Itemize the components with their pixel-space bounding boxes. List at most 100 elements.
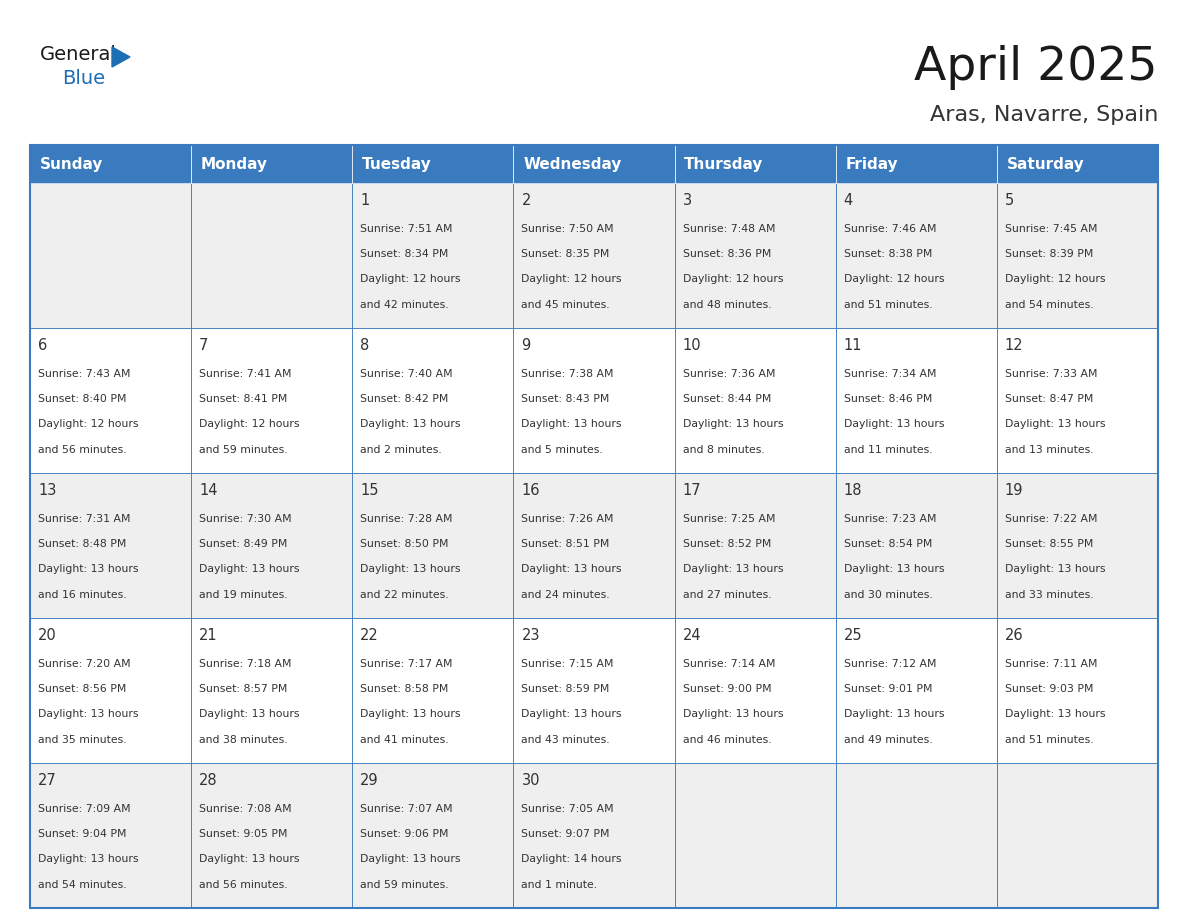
Text: Daylight: 13 hours: Daylight: 13 hours xyxy=(200,710,299,720)
Text: and 49 minutes.: and 49 minutes. xyxy=(843,734,933,744)
Text: and 27 minutes.: and 27 minutes. xyxy=(683,589,771,599)
Text: Sunrise: 7:30 AM: Sunrise: 7:30 AM xyxy=(200,513,292,523)
Text: and 51 minutes.: and 51 minutes. xyxy=(1005,734,1093,744)
Text: 13: 13 xyxy=(38,483,57,498)
Text: Blue: Blue xyxy=(62,69,105,88)
Text: Sunset: 8:54 PM: Sunset: 8:54 PM xyxy=(843,539,933,549)
Text: Sunrise: 7:38 AM: Sunrise: 7:38 AM xyxy=(522,369,614,378)
Text: and 59 minutes.: and 59 minutes. xyxy=(360,879,449,890)
Text: Daylight: 13 hours: Daylight: 13 hours xyxy=(360,710,461,720)
Text: Sunrise: 7:31 AM: Sunrise: 7:31 AM xyxy=(38,513,131,523)
Text: 18: 18 xyxy=(843,483,862,498)
Text: Daylight: 13 hours: Daylight: 13 hours xyxy=(360,565,461,575)
Text: Sunset: 8:41 PM: Sunset: 8:41 PM xyxy=(200,394,287,404)
Text: Sunrise: 7:05 AM: Sunrise: 7:05 AM xyxy=(522,803,614,813)
Bar xyxy=(513,328,675,473)
Bar xyxy=(30,473,191,618)
Text: Daylight: 12 hours: Daylight: 12 hours xyxy=(200,420,299,430)
Text: Daylight: 12 hours: Daylight: 12 hours xyxy=(522,274,623,285)
Text: and 33 minutes.: and 33 minutes. xyxy=(1005,589,1093,599)
Text: 22: 22 xyxy=(360,628,379,644)
Text: Sunset: 8:48 PM: Sunset: 8:48 PM xyxy=(38,539,126,549)
Text: Sunrise: 7:11 AM: Sunrise: 7:11 AM xyxy=(1005,658,1098,668)
Text: 20: 20 xyxy=(38,628,57,644)
Text: 14: 14 xyxy=(200,483,217,498)
Text: and 8 minutes.: and 8 minutes. xyxy=(683,444,764,454)
Bar xyxy=(997,618,1158,763)
Bar xyxy=(191,763,353,908)
Text: 6: 6 xyxy=(38,338,48,353)
Bar xyxy=(353,473,513,618)
Bar xyxy=(835,145,997,183)
Text: Daylight: 13 hours: Daylight: 13 hours xyxy=(522,565,623,575)
Text: and 35 minutes.: and 35 minutes. xyxy=(38,734,127,744)
Bar xyxy=(191,328,353,473)
Text: Sunrise: 7:46 AM: Sunrise: 7:46 AM xyxy=(843,224,936,233)
Text: and 1 minute.: and 1 minute. xyxy=(522,879,598,890)
Text: 1: 1 xyxy=(360,193,369,208)
Text: 10: 10 xyxy=(683,338,701,353)
Text: Sunset: 9:07 PM: Sunset: 9:07 PM xyxy=(522,829,609,839)
Text: 8: 8 xyxy=(360,338,369,353)
Text: Sunset: 8:47 PM: Sunset: 8:47 PM xyxy=(1005,394,1093,404)
Text: Sunrise: 7:33 AM: Sunrise: 7:33 AM xyxy=(1005,369,1098,378)
Text: and 13 minutes.: and 13 minutes. xyxy=(1005,444,1093,454)
Text: and 24 minutes.: and 24 minutes. xyxy=(522,589,611,599)
Text: and 54 minutes.: and 54 minutes. xyxy=(1005,299,1093,309)
Text: Sunrise: 7:45 AM: Sunrise: 7:45 AM xyxy=(1005,224,1098,233)
Text: Wednesday: Wednesday xyxy=(523,156,621,172)
Text: Sunrise: 7:08 AM: Sunrise: 7:08 AM xyxy=(200,803,292,813)
Text: Sunrise: 7:40 AM: Sunrise: 7:40 AM xyxy=(360,369,453,378)
Bar xyxy=(513,183,675,328)
Bar xyxy=(997,763,1158,908)
Bar xyxy=(675,618,835,763)
Bar xyxy=(353,763,513,908)
Text: and 41 minutes.: and 41 minutes. xyxy=(360,734,449,744)
Text: and 5 minutes.: and 5 minutes. xyxy=(522,444,604,454)
Bar xyxy=(191,145,353,183)
Text: Sunset: 8:49 PM: Sunset: 8:49 PM xyxy=(200,539,287,549)
Bar xyxy=(675,473,835,618)
Text: 5: 5 xyxy=(1005,193,1015,208)
Text: Sunset: 8:34 PM: Sunset: 8:34 PM xyxy=(360,249,449,259)
Bar xyxy=(30,328,191,473)
Text: Sunset: 8:57 PM: Sunset: 8:57 PM xyxy=(200,684,287,694)
Text: Sunset: 9:06 PM: Sunset: 9:06 PM xyxy=(360,829,449,839)
Text: 25: 25 xyxy=(843,628,862,644)
Text: Sunset: 8:58 PM: Sunset: 8:58 PM xyxy=(360,684,449,694)
Bar xyxy=(997,328,1158,473)
Text: 2: 2 xyxy=(522,193,531,208)
Text: 17: 17 xyxy=(683,483,701,498)
Text: Sunset: 9:00 PM: Sunset: 9:00 PM xyxy=(683,684,771,694)
Text: Sunset: 8:52 PM: Sunset: 8:52 PM xyxy=(683,539,771,549)
Bar xyxy=(997,183,1158,328)
Text: 26: 26 xyxy=(1005,628,1024,644)
Bar xyxy=(353,183,513,328)
Text: Sunrise: 7:36 AM: Sunrise: 7:36 AM xyxy=(683,369,775,378)
Text: Sunset: 8:42 PM: Sunset: 8:42 PM xyxy=(360,394,449,404)
Text: Sunset: 8:38 PM: Sunset: 8:38 PM xyxy=(843,249,933,259)
Text: Daylight: 13 hours: Daylight: 13 hours xyxy=(843,710,944,720)
Bar xyxy=(30,145,191,183)
Bar xyxy=(30,145,1158,908)
Text: and 19 minutes.: and 19 minutes. xyxy=(200,589,287,599)
Text: Sunrise: 7:22 AM: Sunrise: 7:22 AM xyxy=(1005,513,1098,523)
Text: General: General xyxy=(40,45,116,64)
Text: Saturday: Saturday xyxy=(1006,156,1085,172)
Text: Aras, Navarre, Spain: Aras, Navarre, Spain xyxy=(930,105,1158,125)
Text: Sunset: 9:04 PM: Sunset: 9:04 PM xyxy=(38,829,127,839)
Text: Sunset: 8:44 PM: Sunset: 8:44 PM xyxy=(683,394,771,404)
Text: Daylight: 13 hours: Daylight: 13 hours xyxy=(843,420,944,430)
Text: and 22 minutes.: and 22 minutes. xyxy=(360,589,449,599)
Text: Daylight: 13 hours: Daylight: 13 hours xyxy=(38,565,139,575)
Text: 11: 11 xyxy=(843,338,862,353)
Text: 4: 4 xyxy=(843,193,853,208)
Text: and 30 minutes.: and 30 minutes. xyxy=(843,589,933,599)
Text: Sunset: 8:51 PM: Sunset: 8:51 PM xyxy=(522,539,609,549)
Text: Daylight: 13 hours: Daylight: 13 hours xyxy=(200,565,299,575)
Bar xyxy=(513,145,675,183)
Text: Sunset: 8:43 PM: Sunset: 8:43 PM xyxy=(522,394,609,404)
Text: Daylight: 13 hours: Daylight: 13 hours xyxy=(1005,565,1105,575)
Text: 24: 24 xyxy=(683,628,701,644)
Text: Daylight: 13 hours: Daylight: 13 hours xyxy=(360,420,461,430)
